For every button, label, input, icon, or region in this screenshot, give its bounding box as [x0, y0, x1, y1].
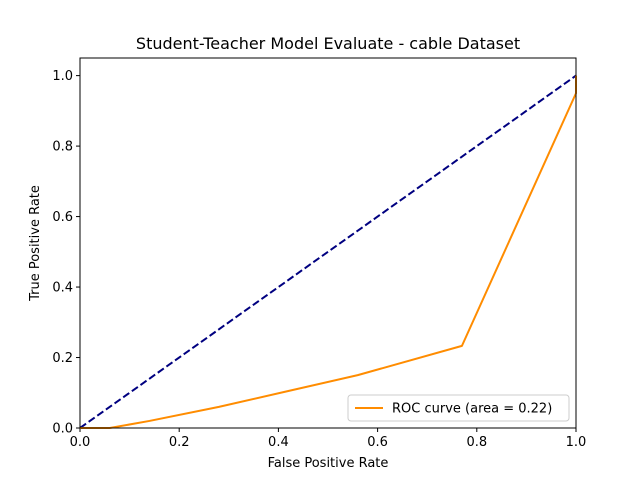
y-tick-label: 0.6 [52, 210, 73, 225]
y-axis-ticks: 0.0 0.2 0.4 0.6 0.8 1.0 [52, 69, 80, 437]
y-tick-label: 1.0 [52, 69, 73, 84]
legend-box [347, 394, 570, 422]
y-tick-label: 0.0 [52, 422, 73, 437]
plot-frame [79, 57, 577, 429]
legend-label-roc: ROC curve (area = 0.22) [392, 402, 552, 417]
legend: ROC curve (area = 0.22) [347, 394, 570, 422]
chance-diagonal-line [79, 74, 577, 429]
x-axis-label: False Positive Rate [268, 456, 389, 471]
y-tick-label: 0.2 [52, 351, 73, 366]
chart-title: Student-Teacher Model Evaluate - cable D… [136, 34, 520, 53]
x-tick-label: 0.2 [169, 435, 190, 450]
x-tick-label: 0.0 [70, 435, 91, 450]
x-axis-ticks: 0.0 0.2 0.4 0.6 0.8 1.0 [70, 428, 587, 450]
y-tick-label: 0.8 [52, 140, 73, 155]
y-tick-label: 0.4 [52, 281, 73, 296]
x-tick-label: 1.0 [566, 435, 587, 450]
roc-curve-line [80, 75, 577, 429]
x-tick-label: 0.6 [367, 435, 388, 450]
x-tick-label: 0.4 [268, 435, 289, 450]
x-tick-label: 0.8 [466, 435, 487, 450]
series-layer [79, 74, 577, 429]
y-axis-label: True Positive Rate [28, 185, 43, 302]
